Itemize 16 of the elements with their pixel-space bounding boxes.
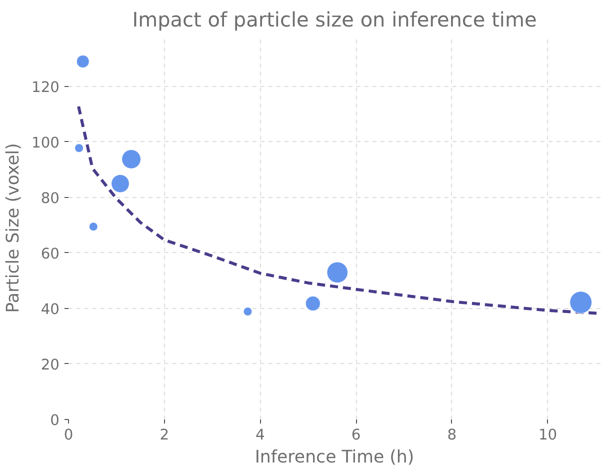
x-tick-label: 0 — [64, 426, 74, 444]
y-tick-label: 120 — [32, 78, 60, 96]
y-tick-label: 80 — [40, 190, 60, 207]
y-tick-label: 100 — [32, 134, 60, 152]
y-axis-title: Particle Size (voxel) — [4, 143, 24, 313]
y-tick-label: 40 — [40, 300, 60, 318]
x-tick-label: 2 — [160, 426, 170, 444]
x-axis-title: Inference Time (h) — [254, 448, 414, 468]
y-tick-label: 60 — [40, 245, 60, 262]
y-tick-label: 0 — [50, 412, 60, 429]
x-tick-label: 6 — [351, 426, 361, 444]
x-tick-label: 8 — [447, 426, 457, 444]
x-tick-label: 10 — [538, 426, 558, 444]
y-tick-label: 20 — [40, 356, 60, 374]
x-tick-label: 4 — [256, 426, 265, 444]
chart-title: Impact of particle size on inference time — [132, 8, 537, 32]
